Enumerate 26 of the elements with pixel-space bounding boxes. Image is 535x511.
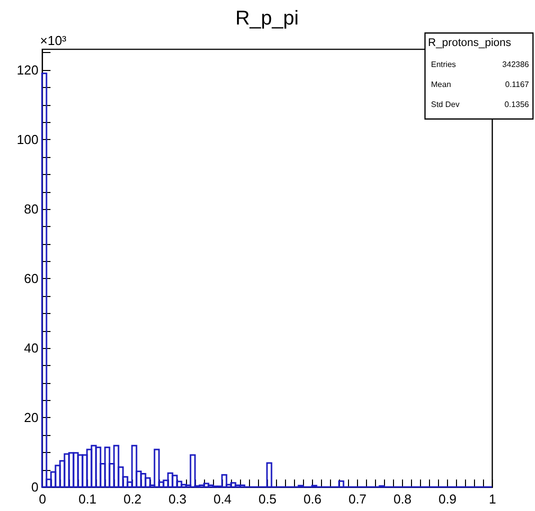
x-tick-label: 1 [488,492,496,506]
x-tick-label: 0.7 [348,492,367,506]
y-tick-label: 120 [16,62,38,78]
y-tick-label: 100 [16,132,38,147]
x-tick-label: 0.4 [213,492,232,506]
y-tick-label: 0 [31,480,38,494]
annotation: Mean [431,80,452,89]
chart-title: R_p_pi [235,7,299,30]
x-tick-label: 0.6 [303,492,322,506]
x-tick-label: 0.5 [258,492,277,506]
text: 0.1167 [505,80,530,89]
x-tick-label: 0.1 [78,492,97,506]
annotation: Entries [431,60,456,69]
x-tick-label: 0.2 [123,492,142,506]
text: R_protons_pions [428,37,512,49]
annotation: Std Dev [431,100,460,109]
text: 342386 [502,60,530,69]
x-tick-label: 0.8 [393,492,412,506]
text: 0.1356 [504,100,530,109]
y-tick-label: 80 [24,201,38,216]
x-tick-label: 0.9 [438,492,457,506]
y-tick-label: 40 [24,340,38,356]
y-tick-label: 60 [24,270,38,286]
y-tick-label: 20 [24,410,38,425]
text: ×10³ [40,33,68,48]
x-tick-label: 0.3 [168,492,187,506]
